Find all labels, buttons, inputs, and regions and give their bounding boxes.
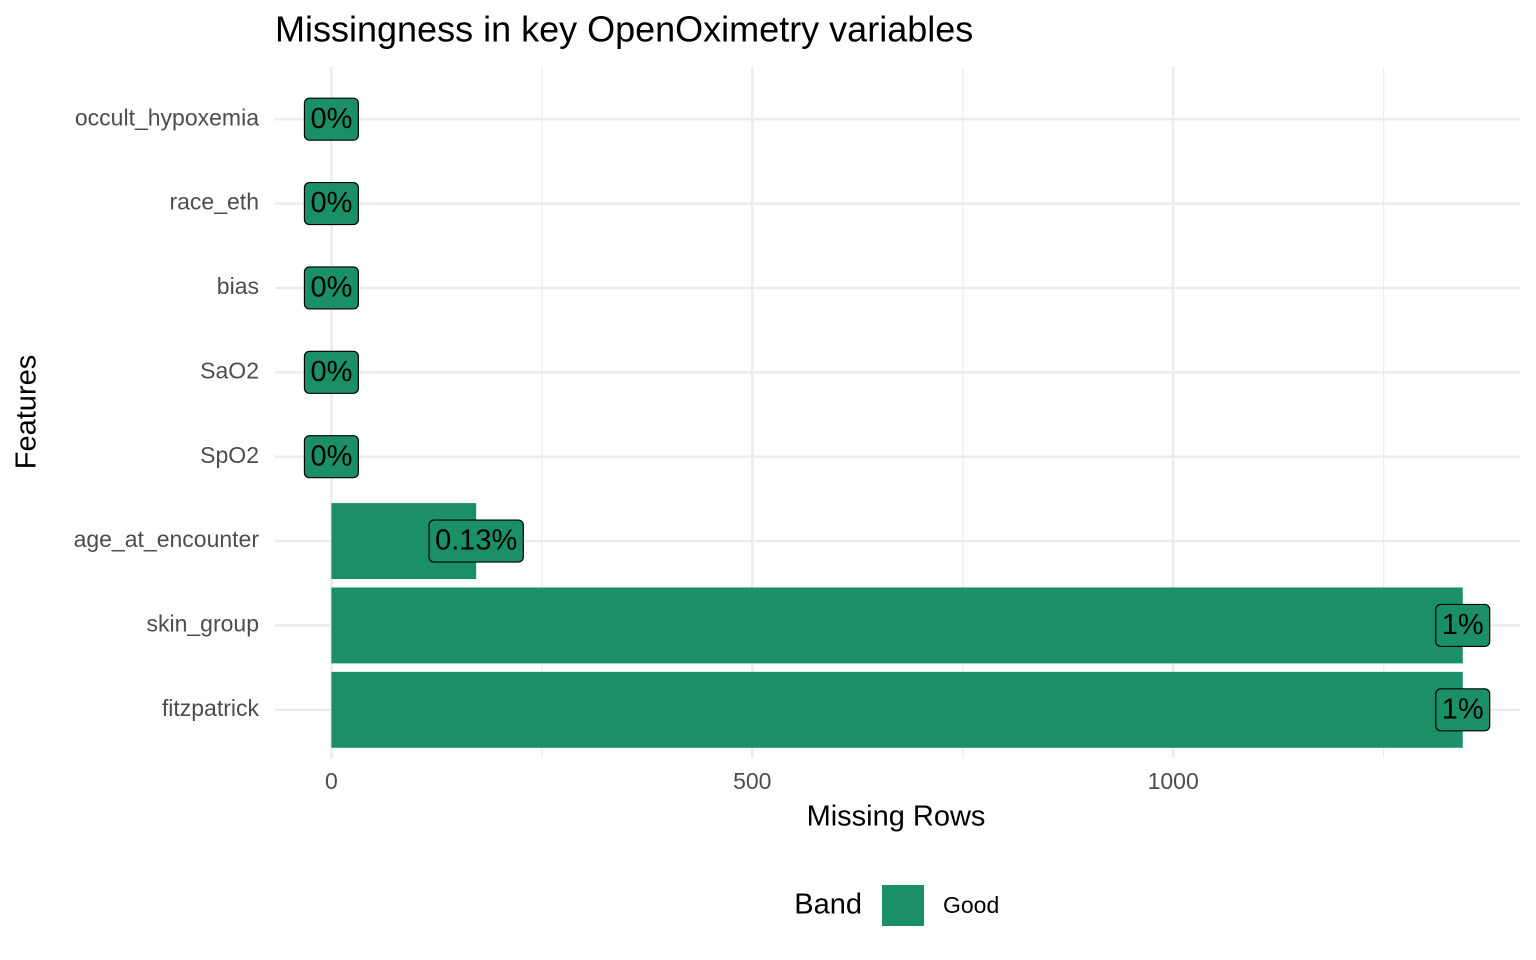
data-label: 0% xyxy=(310,440,352,472)
x-tick-label: 0 xyxy=(325,768,338,794)
data-label-box xyxy=(303,97,359,141)
y-tick-label: race_eth xyxy=(169,189,259,215)
legend-swatch xyxy=(882,885,924,926)
data-label-box xyxy=(303,350,359,394)
data-label: 0.13% xyxy=(435,525,517,557)
y-axis-title: Features xyxy=(11,355,43,469)
data-label-box xyxy=(303,266,359,310)
x-tick-label: 1000 xyxy=(1148,768,1199,794)
y-tick-label: occult_hypoxemia xyxy=(75,104,259,130)
data-label-box xyxy=(1435,603,1491,648)
legend-label: Good xyxy=(943,892,999,918)
y-tick-label: skin_group xyxy=(146,611,259,637)
chart-title: Missingness in key OpenOximetry variable… xyxy=(275,9,973,50)
x-axis-title: Missing Rows xyxy=(807,801,986,833)
y-tick-label: bias xyxy=(217,273,259,299)
y-tick-label: fitzpatrick xyxy=(162,695,260,721)
data-label-box xyxy=(428,519,524,563)
data-label: 1% xyxy=(1442,609,1484,641)
data-label-box xyxy=(303,435,359,479)
data-label: 0% xyxy=(310,103,352,135)
data-label: 0% xyxy=(310,356,352,388)
y-tick-label: SpO2 xyxy=(200,442,259,468)
y-tick-label: age_at_encounter xyxy=(74,526,260,552)
y-tick-label: SaO2 xyxy=(200,357,259,383)
data-label: 0% xyxy=(310,187,352,219)
data-label: 0% xyxy=(310,272,352,304)
data-label-box xyxy=(1435,688,1491,732)
data-label-box xyxy=(303,181,359,226)
x-tick-label: 500 xyxy=(733,768,771,794)
bar xyxy=(331,671,1463,748)
data-label: 1% xyxy=(1442,693,1484,725)
legend-title: Band xyxy=(794,889,862,921)
bar xyxy=(331,587,1463,664)
